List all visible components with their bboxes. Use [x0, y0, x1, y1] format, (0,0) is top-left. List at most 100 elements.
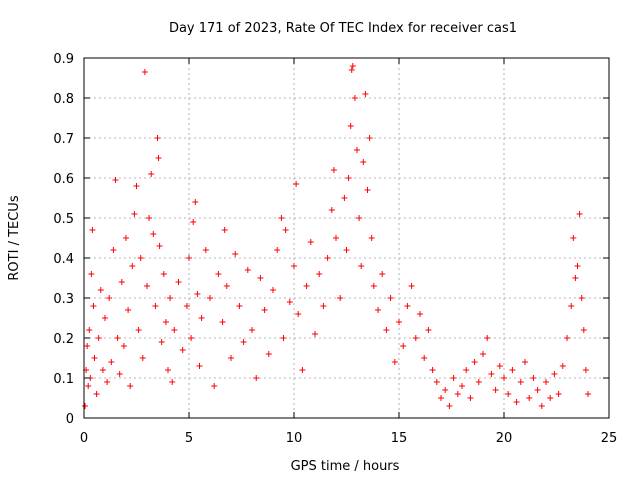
data-point [88, 271, 95, 277]
data-point [559, 363, 566, 369]
data-point [348, 67, 355, 73]
chart-title: Day 171 of 2023, Rate Of TEC Index for r… [169, 21, 517, 36]
data-point [175, 279, 182, 285]
y-axis-label: ROTI / TECUs [7, 195, 22, 280]
data-point [517, 379, 524, 385]
data-point [425, 327, 432, 333]
data-point [459, 383, 465, 389]
y-tick-label: 0.8 [53, 92, 74, 107]
data-point [509, 367, 516, 373]
data-point [582, 367, 589, 373]
data-point [555, 391, 562, 397]
data-point [196, 363, 203, 369]
data-point [179, 347, 186, 353]
data-point [383, 327, 390, 333]
data-point [576, 211, 583, 217]
data-point [162, 319, 169, 325]
data-point [316, 271, 323, 277]
plot-frame [83, 57, 610, 419]
data-point [127, 383, 134, 389]
y-tick-label: 0.1 [53, 372, 74, 387]
data-point [312, 331, 318, 337]
data-point [183, 303, 190, 309]
data-point [585, 391, 591, 397]
data-point [324, 255, 331, 261]
data-point [156, 243, 163, 249]
data-point [442, 387, 449, 393]
data-point [86, 327, 93, 333]
data-point [158, 339, 165, 345]
data-point [236, 303, 243, 309]
data-point [139, 355, 146, 361]
data-point [368, 235, 375, 241]
x-tick-label: 5 [185, 431, 193, 446]
data-point [492, 387, 499, 393]
data-point [99, 367, 106, 373]
data-point [572, 275, 579, 281]
data-point [232, 251, 239, 257]
data-point [144, 283, 150, 289]
axis-ticks: 0 5 10 15 20 25 0 0.1 0.2 0.3 0.4 0.5 0.6 0.7 0.8 0.9 [53, 52, 617, 446]
data-point [91, 355, 98, 361]
data-point [475, 379, 482, 385]
data-point [116, 371, 123, 377]
data-point [387, 295, 394, 301]
data-point [148, 171, 155, 177]
data-point [291, 263, 297, 269]
data-point [133, 183, 140, 189]
data-point [543, 379, 549, 385]
data-point [190, 219, 197, 225]
data-point [484, 335, 491, 341]
data-point [192, 199, 199, 205]
data-point [295, 311, 302, 317]
y-tick-label: 0 [66, 412, 74, 427]
data-point [417, 311, 423, 317]
data-point [379, 271, 386, 277]
data-point [104, 379, 111, 385]
data-point [501, 375, 507, 381]
data-point [150, 231, 157, 237]
data-point [343, 247, 350, 253]
data-point [341, 195, 348, 201]
data-point [538, 403, 545, 409]
y-tick-label: 0.6 [53, 172, 74, 187]
data-point [421, 355, 428, 361]
y-tick-label: 0.7 [53, 132, 74, 147]
data-point [299, 367, 306, 373]
data-point [347, 123, 354, 129]
data-point [129, 263, 136, 269]
data-point [261, 307, 268, 313]
data-point [89, 227, 96, 233]
data-point [249, 327, 255, 333]
data-point [202, 247, 209, 253]
x-axis-label: GPS time / hours [291, 459, 400, 474]
x-tick-label: 0 [80, 431, 88, 446]
data-point [330, 167, 337, 173]
data-point [137, 255, 144, 261]
data-point [171, 327, 178, 333]
data-point [471, 359, 478, 365]
data-point [165, 367, 171, 373]
data-point [110, 247, 117, 253]
data-point [351, 95, 358, 101]
data-point [356, 215, 363, 221]
data-point [219, 319, 226, 325]
y-tick-label: 0.2 [53, 332, 74, 347]
data-point [358, 263, 365, 269]
data-point [123, 235, 129, 241]
data-point [265, 351, 272, 357]
y-tick-label: 0.5 [53, 212, 74, 227]
data-points [82, 63, 591, 409]
data-point [450, 375, 457, 381]
data-point [118, 279, 125, 285]
data-point [146, 215, 153, 221]
data-point [454, 391, 461, 397]
data-point [154, 135, 161, 141]
data-point [95, 335, 102, 341]
data-point [526, 395, 533, 401]
data-point [320, 303, 327, 309]
data-point [364, 187, 371, 193]
data-point [551, 371, 558, 377]
y-tick-label: 0.9 [53, 52, 74, 67]
